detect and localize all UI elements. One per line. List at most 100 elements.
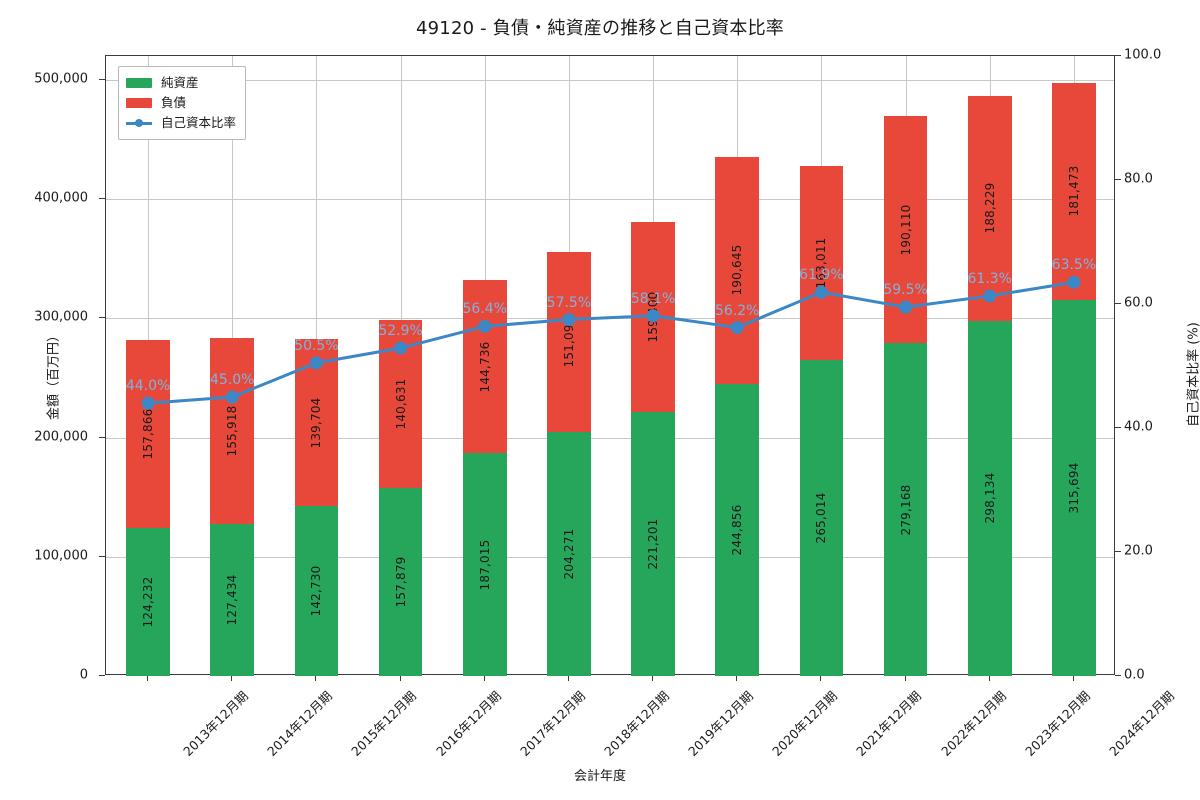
y-axis-right-tick-mark xyxy=(1115,427,1121,428)
bar-segment-equity[interactable] xyxy=(462,453,507,676)
x-axis-tick-label: 2021年12月期 xyxy=(853,688,925,759)
bar-segment-equity[interactable] xyxy=(715,384,760,676)
y-axis-right-tick-label: 0.0 xyxy=(1124,667,1145,683)
bar-value-label-equity: 244,856 xyxy=(730,504,745,556)
bar-segment-equity[interactable] xyxy=(378,487,423,676)
x-axis-tick-label: 2018年12月期 xyxy=(600,688,672,759)
y-axis-left-tick-label: 400,000 xyxy=(34,190,88,206)
x-axis-tick-label: 2016年12月期 xyxy=(432,688,504,759)
x-axis-tick-label: 2019年12月期 xyxy=(685,688,757,759)
y-axis-left-tick-label: 500,000 xyxy=(34,71,88,87)
gridline-horizontal xyxy=(106,318,1114,320)
x-axis-tick-label: 2022年12月期 xyxy=(937,688,1009,759)
legend-item-equity-ratio: 自己資本比率 xyxy=(126,113,236,133)
ratio-value-label: 45.0% xyxy=(210,372,255,388)
bar-value-label-liabilities: 144,736 xyxy=(477,341,492,393)
y-axis-right-tick-label: 40.0 xyxy=(1124,419,1153,435)
chart-title: 49120 - 負債・純資産の推移と自己資本比率 xyxy=(416,18,784,39)
x-axis-tick-mark xyxy=(904,675,906,681)
x-axis-tick-mark xyxy=(652,675,654,681)
y-axis-right-tick-label: 100.0 xyxy=(1124,47,1162,63)
y-axis-right-tick-mark xyxy=(1115,179,1121,180)
bar-value-label-equity: 157,879 xyxy=(393,556,408,608)
x-axis-tick-mark xyxy=(567,675,569,681)
legend-item-liabilities: 負債 xyxy=(126,93,236,113)
y-axis-right-tick-mark xyxy=(1115,55,1121,56)
y-axis-left-tick-label: 100,000 xyxy=(34,548,88,564)
ratio-value-label: 58.1% xyxy=(630,290,676,307)
bar-segment-equity[interactable] xyxy=(547,432,591,676)
legend-item-equity: 純資産 xyxy=(126,73,236,93)
bar-value-label-equity: 315,694 xyxy=(1066,462,1081,514)
bar-value-label-equity: 142,730 xyxy=(309,565,324,617)
y-axis-left-tick-label: 200,000 xyxy=(34,429,88,445)
bar-value-label-equity: 221,201 xyxy=(646,518,661,570)
y-axis-left-tick-mark xyxy=(99,78,105,80)
bar-segment-equity[interactable] xyxy=(799,360,844,676)
bar-segment-equity[interactable] xyxy=(631,412,675,676)
bar-segment-equity[interactable] xyxy=(294,505,339,676)
x-axis-tick-mark xyxy=(820,675,822,681)
gridline-horizontal xyxy=(106,556,1114,558)
ratio-value-label: 56.4% xyxy=(462,301,507,318)
bar-value-label-liabilities: 151,094 xyxy=(561,316,576,368)
y-axis-right-tick-mark xyxy=(1115,551,1121,552)
legend-label-equity: 純資産 xyxy=(161,74,199,90)
y-axis-left-tick-mark xyxy=(99,317,105,319)
x-axis-tick-label: 2015年12月期 xyxy=(348,688,420,759)
x-axis-tick-mark xyxy=(315,675,317,681)
x-axis-tick-mark xyxy=(147,675,149,681)
plot-area: 124,232 157,866 127,434 155,918 142,730 139,7… xyxy=(105,55,1115,676)
ratio-value-label: 63.5% xyxy=(1051,257,1097,274)
y-axis-left-tick-mark xyxy=(99,555,105,557)
bar-value-label-liabilities: 140,631 xyxy=(393,378,408,430)
y-axis-left-tick-mark xyxy=(99,675,105,676)
legend-swatch-equity xyxy=(126,78,152,88)
ratio-value-label: 61.9% xyxy=(799,267,844,284)
y-axis-left-tick-mark xyxy=(99,198,105,200)
gridline-horizontal xyxy=(106,199,1114,201)
ratio-value-label: 57.5% xyxy=(546,294,592,311)
bar-value-label-liabilities: 155,918 xyxy=(225,405,240,457)
ratio-value-label: 44.0% xyxy=(125,378,171,395)
bar-segment-equity[interactable] xyxy=(126,527,170,676)
x-axis-tick-mark xyxy=(231,675,233,681)
bar-value-label-equity: 127,434 xyxy=(225,574,240,626)
x-axis-tick-mark xyxy=(988,675,990,681)
x-axis-tick-mark xyxy=(1072,675,1074,681)
x-axis-tick-label: 2020年12月期 xyxy=(769,688,841,759)
gridline-horizontal xyxy=(106,79,1114,81)
y-axis-right-tick-label: 20.0 xyxy=(1124,543,1153,559)
bar-value-label-liabilities: 188,229 xyxy=(982,182,997,234)
x-axis-tick-label: 2014年12月期 xyxy=(264,688,336,759)
y-axis-right-tick-mark xyxy=(1115,675,1121,676)
ratio-value-label: 59.5% xyxy=(883,282,928,299)
legend-label-liabilities: 負債 xyxy=(161,94,187,110)
x-axis-label: 会計年度 xyxy=(573,769,626,784)
x-axis-tick-label: 2013年12月期 xyxy=(180,688,252,759)
ratio-value-label: 61.3% xyxy=(967,270,1012,287)
y-axis-left-tick-label: 300,000 xyxy=(34,309,88,325)
y-axis-right-tick-label: 80.0 xyxy=(1124,171,1153,187)
gridline-horizontal xyxy=(106,437,1114,439)
ratio-line-series xyxy=(141,275,1081,410)
y-axis-left-tick-mark xyxy=(99,436,105,438)
bar-segment-liabilities[interactable] xyxy=(1052,83,1096,300)
bar-value-label-liabilities: 157,866 xyxy=(141,408,156,460)
x-axis-tick-label: 2017年12月期 xyxy=(516,688,588,759)
legend-label-equity-ratio: 自己資本比率 xyxy=(161,114,237,130)
y-axis-left-tick-label: 0 xyxy=(79,667,88,683)
x-axis-tick-mark xyxy=(736,675,738,681)
bar-value-label-equity: 298,134 xyxy=(982,472,997,524)
chart-legend: 純資産 負債 自己資本比率 xyxy=(118,66,247,140)
bar-segment-equity[interactable] xyxy=(210,524,255,676)
y-axis-left-label: 金額（百万円） xyxy=(46,329,62,421)
ratio-value-label: 56.2% xyxy=(715,302,760,319)
bar-value-label-equity: 124,232 xyxy=(141,576,156,628)
bar-value-label-equity: 279,168 xyxy=(898,484,913,536)
y-axis-right-tick-mark xyxy=(1115,303,1121,304)
legend-swatch-liabilities xyxy=(126,98,152,108)
bar-value-label-liabilities: 139,704 xyxy=(309,397,324,449)
ratio-line-path xyxy=(146,280,1076,405)
